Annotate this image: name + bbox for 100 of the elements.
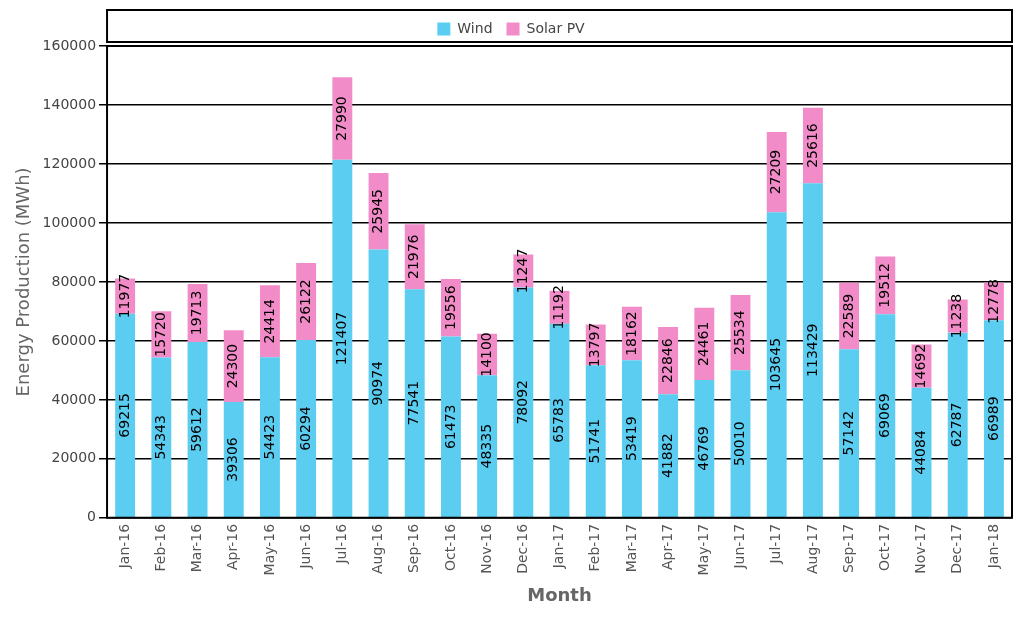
data-label: 25616 (803, 123, 820, 168)
data-label: 39306 (224, 437, 241, 482)
data-label: 113429 (803, 323, 820, 377)
data-label: 78092 (513, 380, 530, 425)
x-tick-label: Sep-17 (839, 523, 856, 574)
data-label: 27209 (767, 149, 784, 195)
data-label: 24414 (260, 298, 277, 344)
data-label: 65783 (550, 398, 567, 443)
data-label: 13797 (586, 322, 603, 368)
x-tick-label: Mar-17 (622, 523, 639, 573)
bar (802, 183, 823, 518)
data-label: 22846 (658, 338, 675, 383)
x-tick-label: Nov-17 (912, 523, 929, 574)
x-tick-label: Feb-17 (586, 523, 603, 572)
data-label: 25945 (369, 189, 386, 234)
bar (151, 357, 172, 518)
y-tick-label: 60000 (51, 331, 97, 348)
data-label: 26122 (296, 279, 313, 324)
data-label: 24300 (224, 343, 241, 389)
y-tick-label: 160000 (42, 36, 97, 53)
bar (839, 349, 860, 518)
data-label: 77541 (405, 380, 422, 426)
x-tick-label: Oct-17 (875, 523, 892, 571)
x-tick-label: Sep-16 (405, 523, 422, 574)
data-label: 19512 (875, 263, 892, 308)
x-tick-label: May-17 (694, 523, 711, 576)
y-tick-label: 80000 (51, 272, 97, 289)
x-tick-label: Jul-17 (767, 523, 784, 565)
bar (694, 379, 715, 518)
x-tick-label: Jan-16 (115, 523, 132, 570)
data-label: 19713 (188, 290, 205, 336)
y-tick-label: 40000 (51, 390, 97, 407)
data-label: 69215 (115, 393, 132, 438)
data-label: 50010 (731, 421, 748, 466)
data-label: 48335 (477, 423, 494, 469)
bar (766, 212, 787, 518)
x-axis-title: Month (527, 583, 592, 605)
bar (404, 289, 425, 518)
data-label: 11192 (550, 285, 567, 330)
bar (585, 365, 606, 518)
data-label: 103645 (767, 337, 784, 392)
data-label: 14100 (477, 332, 494, 377)
x-tick-label: Jun-17 (731, 523, 748, 570)
data-label: 54343 (151, 415, 168, 460)
data-label: 11238 (948, 293, 965, 339)
x-tick-label: Apr-16 (224, 523, 241, 571)
data-label: 18162 (622, 311, 639, 356)
data-label: 22589 (839, 293, 856, 339)
legend-label: Wind (457, 19, 493, 36)
data-label: 19556 (441, 285, 458, 330)
y-tick-label: 140000 (42, 95, 97, 112)
x-tick-label: Apr-17 (658, 523, 675, 571)
data-label: 15720 (151, 312, 168, 357)
bar (259, 357, 280, 518)
x-tick-label: Dec-17 (948, 523, 965, 574)
data-label: 59612 (188, 407, 205, 452)
x-tick-label: Jan-17 (550, 523, 567, 570)
data-label: 54423 (260, 414, 277, 460)
data-label: 69069 (875, 393, 892, 438)
data-label: 14692 (912, 343, 929, 389)
y-tick-label: 0 (87, 508, 97, 525)
x-tick-label: Nov-16 (477, 523, 494, 574)
y-tick-label: 100000 (42, 213, 97, 230)
x-tick-label: May-16 (260, 523, 277, 576)
data-label: 60294 (296, 406, 313, 451)
data-label: 121407 (332, 311, 349, 366)
bar (621, 360, 642, 518)
bar (477, 375, 498, 518)
y-tick-label: 20000 (51, 449, 97, 466)
data-label: 25534 (731, 310, 748, 355)
x-tick-label: Jan-18 (984, 523, 1001, 570)
x-tick-label: Aug-16 (369, 523, 386, 575)
x-tick-label: Oct-16 (441, 523, 458, 571)
data-label: 24461 (694, 321, 711, 367)
legend-label: Solar PV (526, 19, 586, 36)
bar (368, 249, 389, 518)
data-label: 51741 (586, 418, 603, 464)
x-tick-label: Aug-17 (803, 523, 820, 575)
y-tick-label: 120000 (42, 154, 97, 171)
y-axis-title: Energy Production (MWh) (12, 167, 34, 397)
data-label: 41882 (658, 433, 675, 478)
x-tick-label: Dec-16 (513, 523, 530, 574)
data-label: 11247 (513, 248, 530, 294)
x-tick-label: Jun-16 (296, 523, 313, 570)
data-label: 53419 (622, 416, 639, 461)
bar (296, 340, 317, 518)
data-label: 11977 (115, 273, 132, 319)
x-tick-label: Feb-16 (151, 523, 168, 572)
bar (332, 159, 353, 518)
bar (658, 394, 679, 518)
x-tick-label: Mar-16 (188, 523, 205, 573)
data-label: 21976 (405, 234, 422, 280)
data-label: 66989 (984, 396, 1001, 441)
data-label: 57142 (839, 410, 856, 456)
data-label: 27990 (332, 96, 349, 141)
data-label: 61473 (441, 404, 458, 450)
data-label: 90974 (369, 360, 386, 406)
bar (875, 314, 896, 518)
x-tick-label: Jul-16 (332, 523, 349, 565)
data-label: 62787 (948, 402, 965, 448)
